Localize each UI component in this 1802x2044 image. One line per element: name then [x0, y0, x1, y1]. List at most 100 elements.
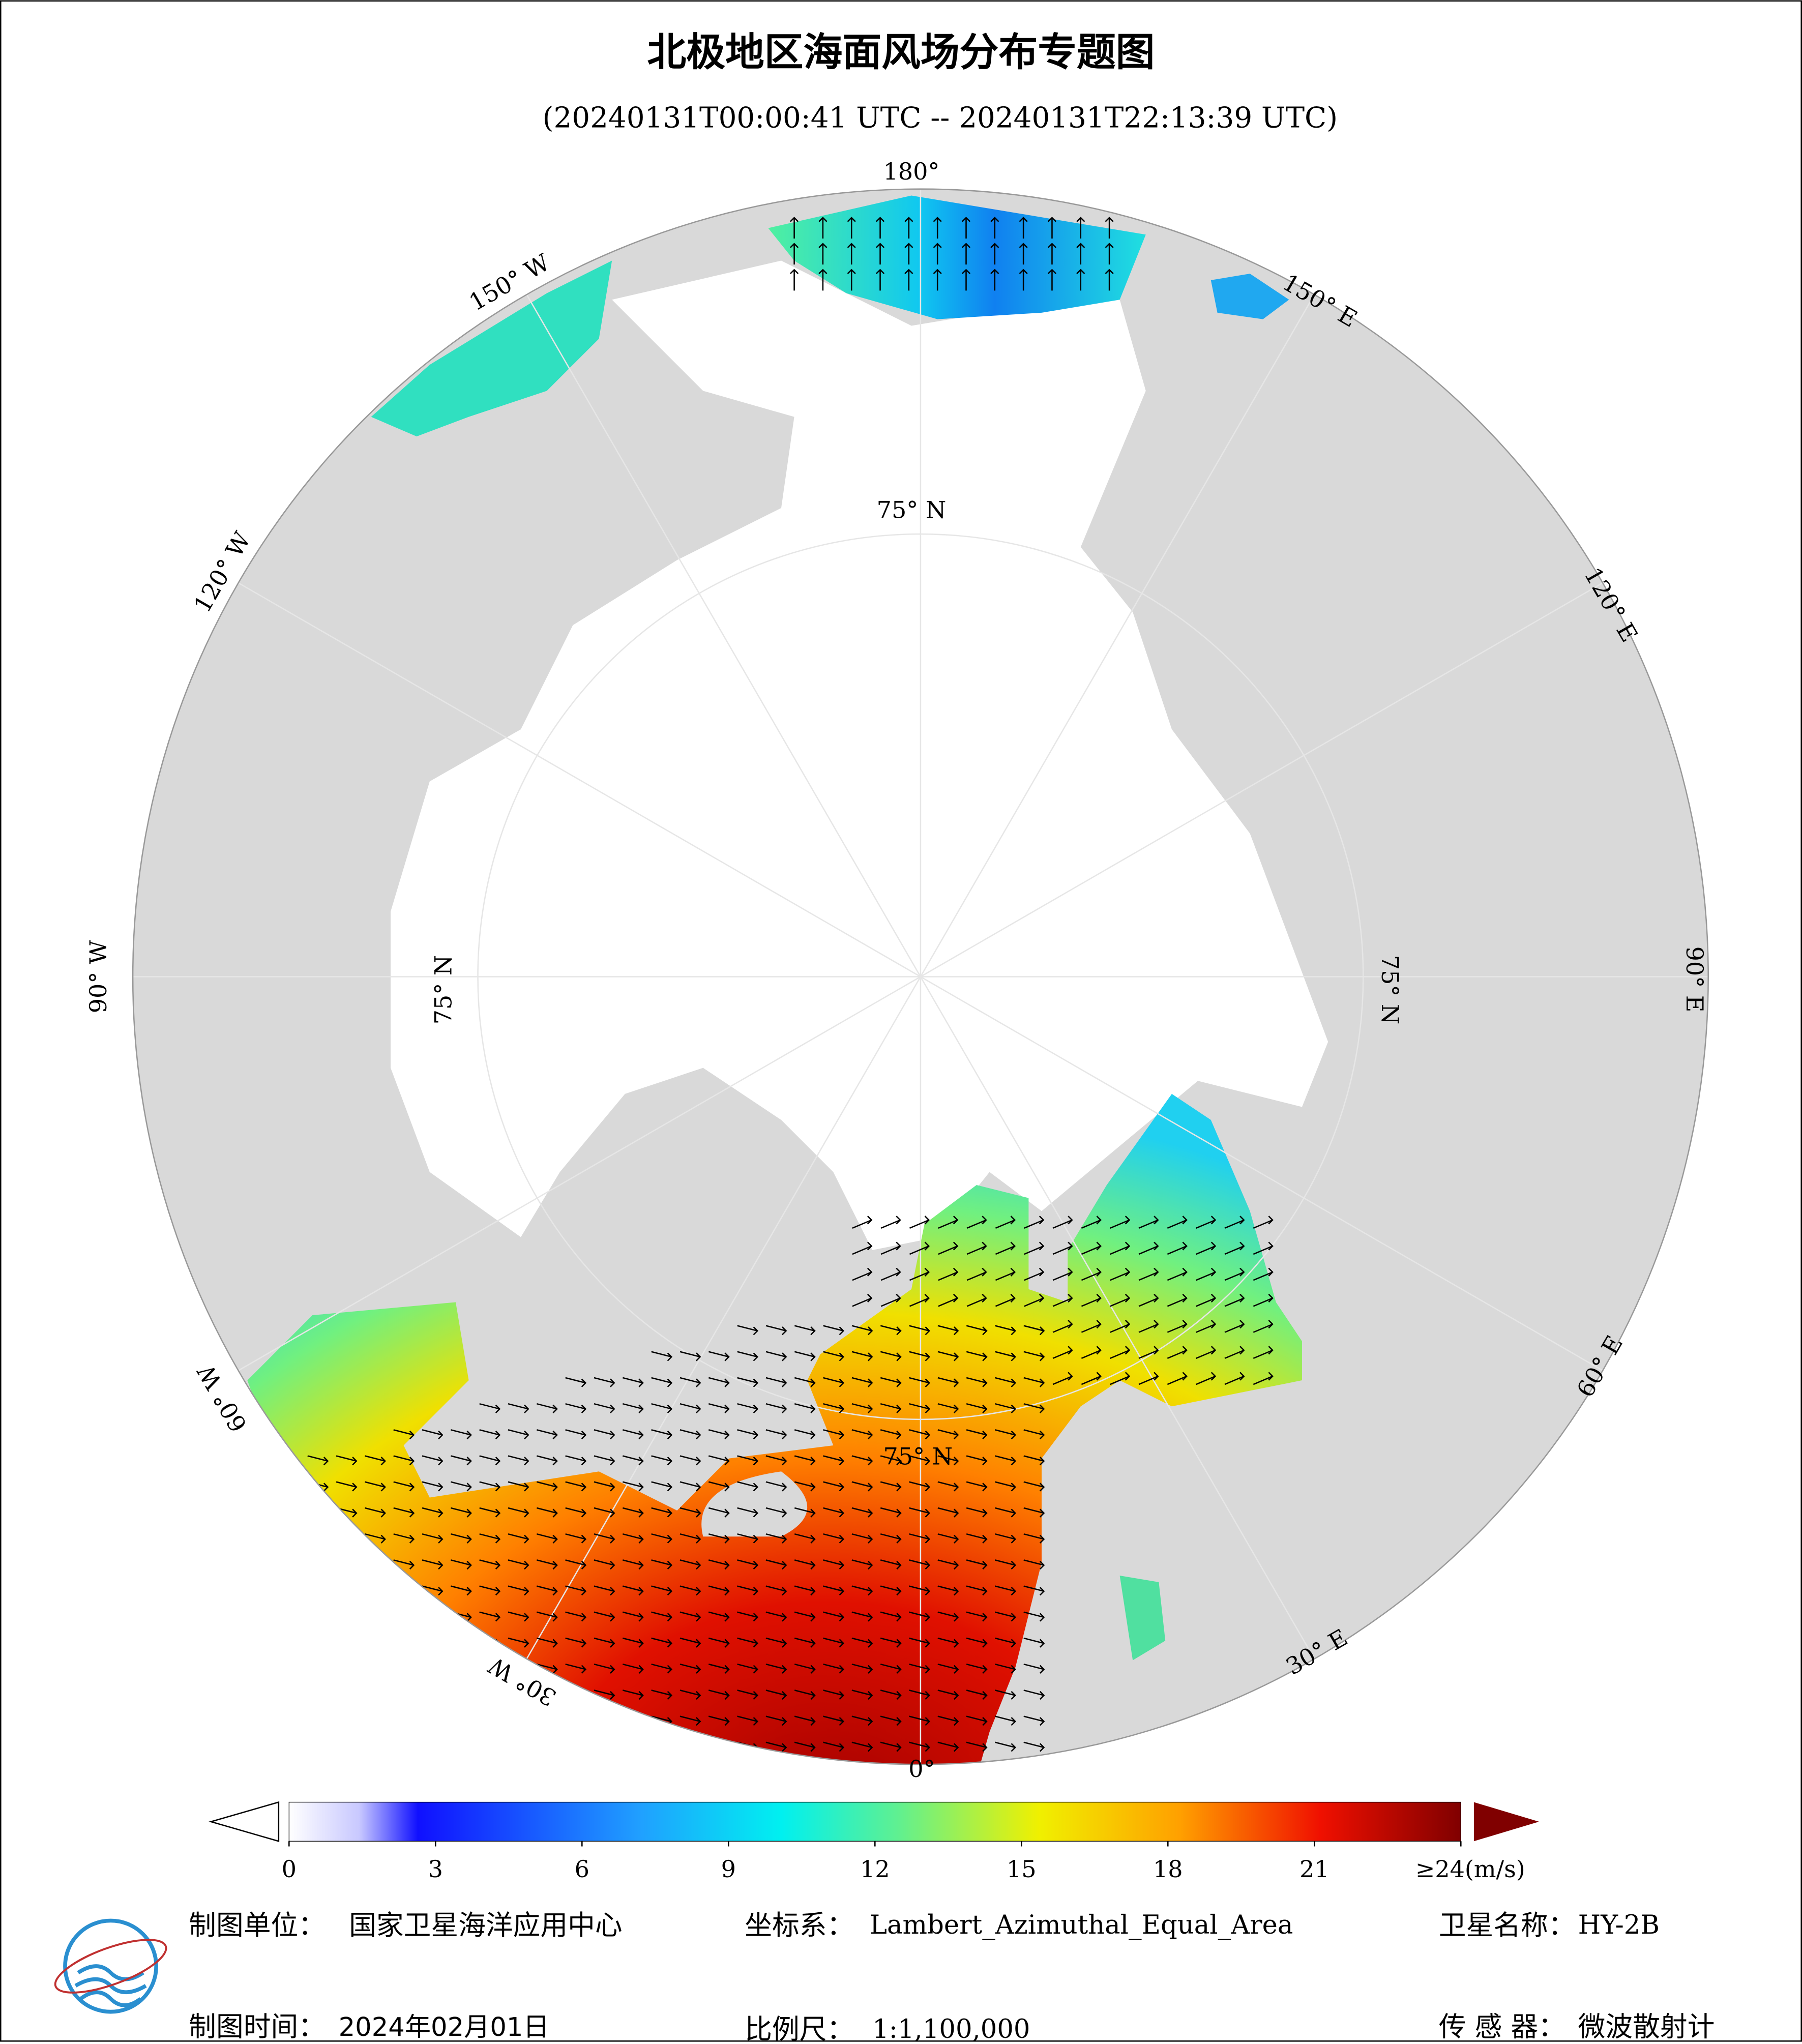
wind-arrow: [909, 1611, 930, 1622]
wind-arrow: [680, 1429, 701, 1440]
wind-arrow: [479, 1403, 501, 1413]
wind-arrow: [1105, 269, 1114, 291]
meridian: [238, 976, 921, 1371]
wind-arrow: [794, 1559, 816, 1570]
wind-arrow: [880, 1663, 902, 1674]
wind-arrow: [966, 1267, 987, 1281]
wind-arrow: [995, 1351, 1016, 1361]
wind-arrow: [794, 1663, 816, 1674]
wind-arrow: [1224, 1372, 1245, 1385]
wind-arrow: [622, 1455, 644, 1466]
wind-arrow: [651, 1559, 673, 1570]
wind-arrow: [594, 1533, 615, 1544]
wind-arrow: [995, 1663, 1016, 1674]
wind-arrow: [565, 1481, 587, 1492]
wind-arrow: [909, 1481, 930, 1492]
wind-arrow: [479, 1455, 501, 1466]
wind-arrow: [737, 1715, 759, 1726]
wind-arrow: [1081, 1346, 1102, 1359]
scale-label: 比例尺：: [745, 2013, 854, 2042]
wind-arrow: [737, 1351, 759, 1361]
colorbar-tick-label: ≥24(m/s): [1415, 1855, 1525, 1883]
wind-arrow: [737, 1559, 759, 1570]
wind-arrow: [789, 269, 799, 291]
wind-arrow: [794, 1715, 816, 1726]
wind-arrow: [909, 1663, 930, 1674]
wind-arrow: [1110, 1293, 1131, 1307]
wind-arrow: [794, 1325, 816, 1336]
wind-arrow: [737, 1533, 759, 1544]
wind-arrow: [765, 1351, 787, 1361]
wind-arrow: [594, 1429, 615, 1440]
wind-arrow: [909, 1559, 930, 1570]
wind-arrow: [995, 1611, 1016, 1622]
wind-arrow: [880, 1403, 902, 1413]
wind-arrow: [680, 1715, 701, 1726]
wind-arrow: [937, 1611, 959, 1622]
wind-arrow: [537, 1585, 558, 1596]
wind-arrow: [680, 1455, 701, 1466]
wind-arrow: [995, 1403, 1016, 1413]
wind-arrow: [680, 1377, 701, 1387]
wind-arrow: [479, 1585, 501, 1596]
wind-arrow: [966, 1403, 988, 1413]
wind-arrow: [904, 269, 913, 291]
wind-arrow: [594, 1690, 615, 1700]
wind-arrow: [1253, 1346, 1274, 1359]
wind-arrow: [909, 1455, 930, 1466]
wind-arrow: [880, 1585, 902, 1596]
wind-arrow: [508, 1533, 529, 1544]
wind-arrow: [851, 1533, 873, 1544]
wind-arrow: [651, 1429, 673, 1440]
wind-arrow: [823, 1611, 845, 1622]
wind-arrow: [851, 1481, 873, 1492]
wind-arrow: [765, 1507, 787, 1518]
wind-arrow: [594, 1481, 615, 1492]
wind-arrow: [508, 1403, 529, 1413]
wind-arrow: [937, 1690, 959, 1700]
unit-label: 制图单位：: [189, 1909, 326, 1941]
wind-arrow: [537, 1507, 558, 1518]
wind-arrow: [995, 1715, 1016, 1726]
wind-arrow: [393, 1429, 415, 1440]
wind-arrow: [823, 1351, 845, 1361]
wind-arrow: [818, 217, 828, 239]
wind-arrow: [909, 1585, 930, 1596]
wind-arrow: [1047, 243, 1057, 265]
wind-arrow: [880, 1267, 901, 1281]
wind-arrow: [937, 1715, 959, 1726]
wind-arrow: [852, 1241, 873, 1255]
subtitle: (20240131T00:00:41 UTC -- 20240131T22:13…: [543, 102, 1338, 135]
wind-arrow: [1052, 1372, 1073, 1385]
wind-arrow: [651, 1377, 673, 1387]
wind-arrow: [823, 1403, 845, 1413]
wind-arrow: [852, 1216, 873, 1229]
wind-field-okhotsk: [1210, 274, 1289, 319]
wind-arrow: [880, 1481, 902, 1492]
wind-arrow: [1110, 1320, 1131, 1333]
wind-arrow: [880, 1637, 902, 1648]
wind-arrow: [909, 1533, 930, 1544]
wind-arrow: [909, 1741, 930, 1752]
wind-arrow: [565, 1455, 587, 1466]
wind-arrow: [851, 1690, 873, 1700]
wind-arrow: [622, 1533, 644, 1544]
wind-arrow: [1023, 1507, 1045, 1518]
wind-arrow: [966, 1741, 988, 1752]
wind-arrow: [622, 1429, 644, 1440]
colorbar-over: [1473, 1802, 1539, 1842]
wind-arrow: [422, 1481, 444, 1492]
wind-arrow: [1167, 1372, 1188, 1385]
wind-arrow: [651, 1351, 673, 1361]
wind-arrow: [851, 1377, 873, 1387]
wind-arrow: [765, 1637, 787, 1648]
wind-arrow: [995, 1377, 1016, 1387]
wind-arrow: [737, 1585, 759, 1596]
wind-arrow: [765, 1455, 787, 1466]
wind-arrow: [508, 1455, 529, 1466]
wind-arrow: [937, 1663, 959, 1674]
sensor: 微波散射计: [1578, 2011, 1715, 2042]
wind-arrow: [336, 1481, 358, 1492]
wind-arrow: [479, 1533, 501, 1544]
wind-arrow: [995, 1293, 1016, 1307]
